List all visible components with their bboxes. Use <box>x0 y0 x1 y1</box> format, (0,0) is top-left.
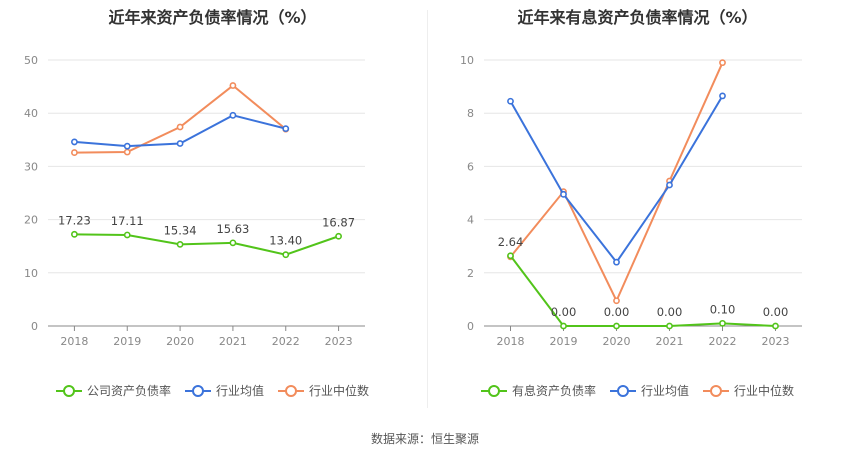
legend-item[interactable]: 有息资产负债率 <box>480 382 596 399</box>
legend-label: 行业中位数 <box>734 384 795 398</box>
legend-label: 行业均值 <box>640 384 689 398</box>
data-label: 0.00 <box>657 305 683 319</box>
series-line <box>509 95 724 264</box>
y-tick-label: 50 <box>24 54 38 67</box>
y-tick-label: 0 <box>467 320 474 333</box>
line-chart-asset-liability: 0 10 20 30 40 50 2018 2019 2020 2021 2022 2023 17.23… <box>24 54 365 348</box>
data-point[interactable] <box>176 123 184 131</box>
x-tick-label: 2023 <box>325 335 353 348</box>
x-tick-label: 2021 <box>219 335 247 348</box>
data-point[interactable] <box>229 239 237 247</box>
data-label: 17.23 <box>58 213 91 227</box>
x-tick-label: 2018 <box>60 335 88 348</box>
y-tick-label: 10 <box>24 267 38 280</box>
data-label: 2.64 <box>498 235 524 249</box>
chart-panel-interest-bearing-liability: 近年来有息资产负债率情况（%） 0 2 4 6 8 10 2018 2019 2020 2021 2… <box>425 0 850 420</box>
legend-item[interactable]: 行业中位数 <box>278 382 369 399</box>
series-line <box>74 233 339 256</box>
data-point[interactable] <box>123 142 131 150</box>
x-tick-label: 2019 <box>550 335 578 348</box>
chart-title: 近年来资产负债率情况（%） <box>108 8 317 27</box>
data-point[interactable] <box>123 231 131 239</box>
data-label: 0.00 <box>604 305 630 319</box>
x-tick-label: 2022 <box>709 335 737 348</box>
x-tick-label: 2023 <box>762 335 790 348</box>
y-tick-label: 0 <box>31 320 38 333</box>
data-point[interactable] <box>666 181 673 189</box>
x-tick-label: 2018 <box>497 335 525 348</box>
data-point[interactable] <box>335 232 342 240</box>
data-point[interactable] <box>719 319 726 327</box>
legend-label: 公司资产负债率 <box>86 384 171 398</box>
y-tick-label: 40 <box>24 107 38 120</box>
legend-item[interactable]: 行业均值 <box>609 382 689 399</box>
data-point[interactable] <box>719 92 726 100</box>
data-label: 0.00 <box>763 305 789 319</box>
y-tick-label: 30 <box>24 160 38 173</box>
data-source-note: 数据来源：恒生聚源 <box>370 432 479 446</box>
data-point[interactable] <box>507 97 514 105</box>
legend-swatch-icon <box>55 384 82 397</box>
chart-legend: 公司资产负债率 行业均值 行业中位数 <box>0 382 425 399</box>
legend-label: 行业中位数 <box>309 384 370 398</box>
data-label: 15.34 <box>164 223 197 237</box>
legend-swatch-icon <box>609 384 636 397</box>
data-point[interactable] <box>613 258 620 266</box>
data-label: 0.10 <box>710 302 736 316</box>
data-point[interactable] <box>719 59 726 67</box>
legend-swatch-icon <box>184 384 211 397</box>
x-tick-label: 2021 <box>656 335 684 348</box>
data-label: 13.40 <box>269 234 302 248</box>
y-tick-label: 6 <box>467 160 474 173</box>
data-point[interactable] <box>613 297 620 305</box>
y-tick-label: 20 <box>24 214 38 227</box>
legend-item[interactable]: 行业均值 <box>184 382 264 399</box>
data-point[interactable] <box>507 252 514 260</box>
data-point[interactable] <box>71 138 78 146</box>
data-point[interactable] <box>772 322 779 330</box>
x-tick-label: 2019 <box>113 335 141 348</box>
data-point[interactable] <box>229 82 237 89</box>
data-label: 15.63 <box>216 222 249 236</box>
legend-swatch-icon <box>480 384 507 397</box>
data-point[interactable] <box>176 240 184 248</box>
y-tick-label: 10 <box>460 54 474 67</box>
y-tick-label: 2 <box>467 267 474 280</box>
chart-title: 近年来有息资产负债率情况（%） <box>517 8 758 27</box>
y-tick-label: 8 <box>467 107 474 120</box>
x-tick-label: 2020 <box>603 335 631 348</box>
data-point[interactable] <box>123 148 131 156</box>
y-tick-label: 4 <box>467 214 474 227</box>
data-point[interactable] <box>613 322 620 330</box>
panel-divider <box>427 10 428 408</box>
legend-swatch-icon <box>703 384 729 397</box>
data-point[interactable] <box>560 322 567 330</box>
legend-item[interactable]: 公司资产负债率 <box>55 382 171 399</box>
chart-legend: 有息资产负债率 行业均值 行业中位数 <box>425 382 850 399</box>
data-point[interactable] <box>71 149 78 156</box>
data-point[interactable] <box>282 125 290 133</box>
data-label: 17.11 <box>111 214 144 228</box>
data-point[interactable] <box>560 190 567 198</box>
data-label: 0.00 <box>551 305 577 319</box>
legend-item[interactable]: 行业中位数 <box>703 382 794 399</box>
series-line <box>509 255 776 327</box>
data-point[interactable] <box>666 322 673 330</box>
chart-panel-asset-liability: 近年来资产负债率情况（%） 0 10 20 30 40 50 2018 2019 2020 202… <box>0 0 425 420</box>
x-tick-label: 2022 <box>272 335 300 348</box>
legend-label: 行业均值 <box>215 384 264 398</box>
x-tick-label: 2020 <box>166 335 194 348</box>
data-point[interactable] <box>282 251 290 259</box>
data-point[interactable] <box>229 111 237 119</box>
data-point[interactable] <box>176 140 184 147</box>
data-label: 16.87 <box>322 215 355 229</box>
legend-label: 有息资产负债率 <box>511 384 596 398</box>
data-point[interactable] <box>71 230 78 238</box>
legend-swatch-icon <box>278 384 304 397</box>
line-chart-interest-bearing-liability: 0 2 4 6 8 10 2018 2019 2020 2021 2022 2023 2.64 0.00 0… <box>460 54 802 348</box>
